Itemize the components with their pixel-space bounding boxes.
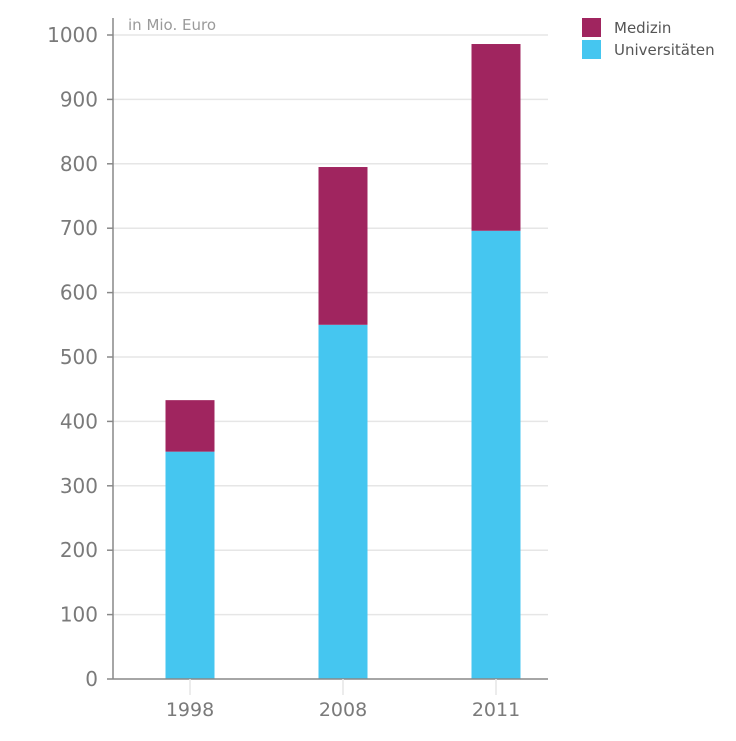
- y-tick-label: 900: [60, 87, 98, 111]
- y-tick-labels: 0 100 200 300 400 500 600 700 800 900 1000: [47, 23, 113, 691]
- legend-swatch: [582, 18, 601, 37]
- y-tick-label: 600: [60, 281, 98, 305]
- y-tick-label: 800: [60, 152, 98, 176]
- x-tick-label: 2011: [472, 699, 520, 721]
- unit-label: in Mio. Euro: [128, 16, 216, 34]
- y-tick-label: 100: [60, 603, 98, 627]
- bar-universitten-2011: [471, 230, 521, 679]
- legend: Medizin Universitäten: [582, 18, 715, 59]
- x-tick-labels: 1998 2008 2011: [166, 679, 520, 721]
- y-tick-label: 1000: [47, 23, 98, 47]
- y-tick-label: 400: [60, 409, 98, 433]
- legend-label: Medizin: [614, 19, 671, 37]
- y-tick-label: 200: [60, 538, 98, 562]
- bar-medizin-2011: [471, 44, 521, 231]
- bar-universitten-1998: [165, 451, 215, 679]
- y-tick-label: 0: [85, 667, 98, 691]
- bar-medizin-1998: [165, 400, 215, 452]
- axes: [112, 18, 548, 680]
- legend-swatch: [582, 40, 601, 59]
- x-tick-label: 1998: [166, 699, 214, 721]
- x-tick-label: 2008: [319, 699, 367, 721]
- y-tick-label: 300: [60, 474, 98, 498]
- bars: [165, 44, 521, 679]
- legend-label: Universitäten: [614, 41, 715, 59]
- y-tick-label: 700: [60, 216, 98, 240]
- y-tick-label: 500: [60, 345, 98, 369]
- bar-universitten-2008: [318, 324, 368, 679]
- bar-medizin-2008: [318, 167, 368, 325]
